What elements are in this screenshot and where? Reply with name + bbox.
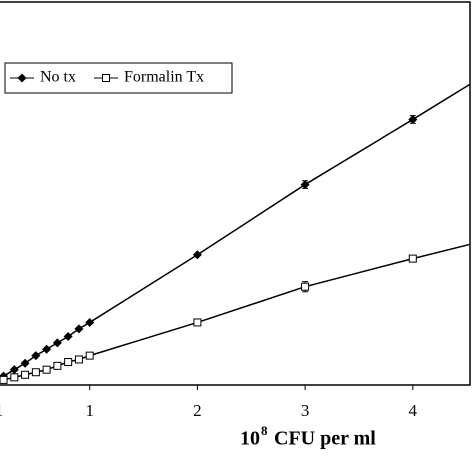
point [301, 282, 310, 291]
legend-marker [17, 73, 27, 83]
legend: No tx Formalin Tx [4, 62, 233, 94]
x-label-base: 10 [240, 428, 260, 450]
point [85, 317, 95, 327]
x-tick-label: 4 [409, 401, 418, 420]
plot-area [0, 83, 470, 384]
point [21, 370, 30, 379]
legend-label: Formalin Tx [124, 69, 204, 86]
point [193, 318, 202, 327]
series-line [3, 243, 470, 381]
legend-box [4, 62, 233, 94]
legend-label: No tx [40, 69, 76, 86]
x-label-exponent: 8 [261, 423, 268, 438]
point [85, 351, 94, 360]
x-tick-label: 3 [301, 401, 310, 420]
x-axis: 0.1 1 2 3 4 [0, 385, 418, 420]
point [63, 331, 73, 341]
point [42, 365, 51, 374]
point [31, 351, 41, 361]
point [408, 114, 418, 124]
point [53, 361, 62, 370]
point [31, 368, 40, 377]
point [74, 324, 84, 334]
point [408, 254, 417, 263]
point [74, 355, 83, 364]
x-tick-label: 0.1 [0, 401, 3, 420]
legend-marker [102, 74, 110, 82]
point [64, 358, 73, 367]
x-tick-label: 1 [85, 401, 94, 420]
point [9, 365, 19, 375]
x-label-text: CFU per ml [274, 428, 376, 450]
point [20, 358, 30, 368]
plot-frame [0, 1, 471, 386]
point [42, 344, 52, 354]
point [0, 375, 8, 384]
x-tick-label: 2 [193, 401, 202, 420]
series-line [3, 83, 470, 377]
point [10, 373, 19, 382]
point [52, 338, 62, 348]
point [300, 180, 310, 190]
point [192, 250, 202, 260]
